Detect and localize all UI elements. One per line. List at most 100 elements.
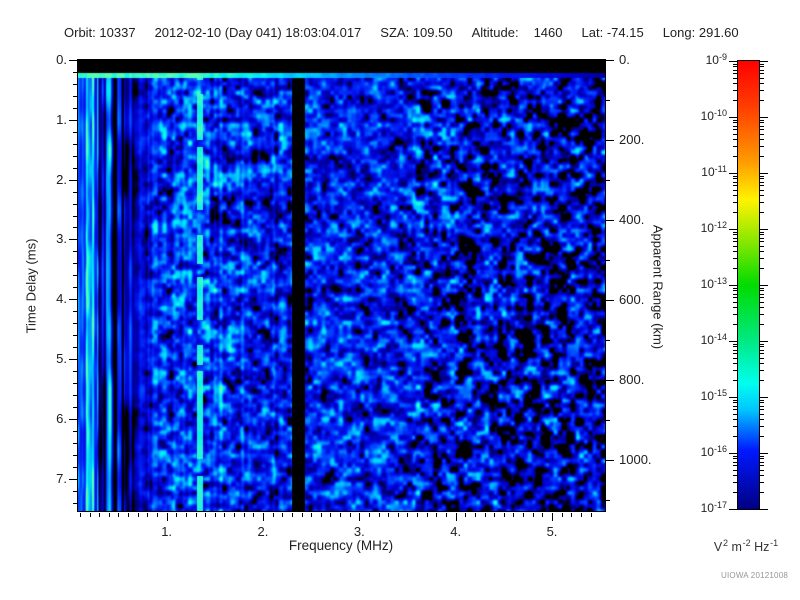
colorbar-minor-tick <box>733 346 737 348</box>
datetime-field: 2012-02-10 (Day 041) 18:03:04.017 <box>154 25 362 40</box>
x-minor-tick <box>176 513 178 517</box>
colorbar-minor-tick <box>733 77 737 79</box>
colorbar-decade-label: 10-15 <box>700 388 727 403</box>
colorbar-minor-tick <box>733 212 737 214</box>
colorbar-minor-tick <box>733 100 737 102</box>
colorbar-minor-tick <box>760 77 764 79</box>
colorbar-major-tick <box>729 397 737 398</box>
range-tick-label: 0. <box>619 52 630 67</box>
y-minor-tick <box>73 502 77 504</box>
y-minor-tick <box>73 215 77 217</box>
colorbar-minor-tick <box>760 195 764 197</box>
spectrogram-canvas <box>78 60 605 511</box>
colorbar-minor-tick <box>760 380 764 382</box>
y-minor-tick <box>73 347 77 349</box>
colorbar-minor-tick <box>733 409 737 411</box>
colorbar-minor-tick <box>760 234 764 236</box>
header-info: Orbit: 10337 2012-02-10 (Day 041) 18:03:… <box>64 25 739 40</box>
colorbar-minor-tick <box>733 458 737 460</box>
colorbar-major-tick <box>729 229 737 230</box>
x-minor-tick <box>234 513 236 517</box>
x-major-tick <box>359 513 361 521</box>
y-minor-tick <box>73 263 77 265</box>
y-minor-tick <box>73 287 77 289</box>
colorbar-major-tick <box>760 453 768 454</box>
colorbar-minor-tick <box>760 122 764 124</box>
colorbar-minor-tick <box>733 353 737 355</box>
colorbar-minor-tick <box>733 436 737 438</box>
x-minor-tick <box>320 513 322 517</box>
right-axis-title: Apparent Range (km) <box>650 224 666 350</box>
colorbar-minor-tick <box>733 251 737 253</box>
colorbar-minor-tick <box>760 357 764 359</box>
x-minor-tick <box>224 513 226 517</box>
colorbar-minor-tick <box>760 293 764 295</box>
colorbar-minor-tick <box>760 469 764 471</box>
x-minor-tick <box>147 513 149 517</box>
colorbar-minor-tick <box>733 419 737 421</box>
colorbar-minor-tick <box>733 156 737 158</box>
colorbar-major-tick <box>760 285 768 286</box>
x-minor-tick <box>330 513 332 517</box>
colorbar <box>737 60 760 510</box>
x-minor-tick <box>571 513 573 517</box>
colorbar-major-tick <box>760 341 768 342</box>
x-minor-tick <box>580 513 582 517</box>
colorbar-minor-tick <box>760 301 764 303</box>
y-minor-tick <box>73 167 77 169</box>
colorbar-minor-tick <box>760 287 764 289</box>
colorbar-decade-label: 10-10 <box>700 108 727 123</box>
colorbar-minor-tick <box>733 122 737 124</box>
y-minor-tick <box>73 466 77 468</box>
colorbar-minor-tick <box>733 357 737 359</box>
colorbar-minor-tick <box>760 370 764 372</box>
x-minor-tick <box>436 513 438 517</box>
range-major-tick <box>606 379 614 381</box>
x-minor-tick <box>484 513 486 517</box>
y-axis-title: Time Delay (ms) <box>23 238 39 334</box>
x-tick-label: 3. <box>353 524 365 539</box>
colorbar-minor-tick <box>760 100 764 102</box>
colorbar-minor-tick <box>733 402 737 404</box>
x-minor-tick <box>128 513 130 517</box>
colorbar-minor-tick <box>760 290 764 292</box>
colorbar-minor-tick <box>733 202 737 204</box>
colorbar-minor-tick <box>733 363 737 365</box>
x-minor-tick <box>417 513 419 517</box>
colorbar-minor-tick <box>760 212 764 214</box>
x-minor-tick <box>494 513 496 517</box>
x-minor-tick <box>368 513 370 517</box>
colorbar-minor-tick <box>733 258 737 260</box>
range-major-tick <box>606 219 614 221</box>
colorbar-minor-tick <box>733 237 737 239</box>
colorbar-decade-label: 10-11 <box>701 164 727 179</box>
colorbar-decade-label: 10-14 <box>700 332 727 347</box>
x-minor-tick <box>378 513 380 517</box>
colorbar-minor-tick <box>760 146 764 148</box>
range-minor-tick <box>606 179 610 181</box>
colorbar-units: V 2 m -2 Hz -1 <box>713 538 779 555</box>
colorbar-minor-tick <box>760 482 764 484</box>
colorbar-minor-tick <box>733 234 737 236</box>
colorbar-minor-tick <box>733 492 737 494</box>
colorbar-minor-tick <box>733 66 737 68</box>
x-minor-tick <box>185 513 187 517</box>
y-minor-tick <box>73 95 77 97</box>
x-minor-tick <box>388 513 390 517</box>
colorbar-major-tick <box>760 397 768 398</box>
x-minor-tick <box>243 513 245 517</box>
colorbar-minor-tick <box>733 343 737 345</box>
range-major-tick <box>606 299 614 301</box>
colorbar-major-tick <box>760 173 768 174</box>
x-minor-tick <box>397 513 399 517</box>
colorbar-major-tick <box>729 117 737 118</box>
long-field: Long: 291.60 <box>663 25 739 40</box>
y-tick-label: 6. <box>56 410 67 426</box>
colorbar-minor-tick <box>733 231 737 233</box>
x-minor-tick <box>503 513 505 517</box>
x-major-tick <box>262 513 264 521</box>
range-tick-label: 200. <box>619 131 645 147</box>
colorbar-decade-label: 10-9 <box>705 52 727 67</box>
colorbar-decade-label: 10-13 <box>700 276 727 291</box>
y-major-tick <box>69 418 77 420</box>
